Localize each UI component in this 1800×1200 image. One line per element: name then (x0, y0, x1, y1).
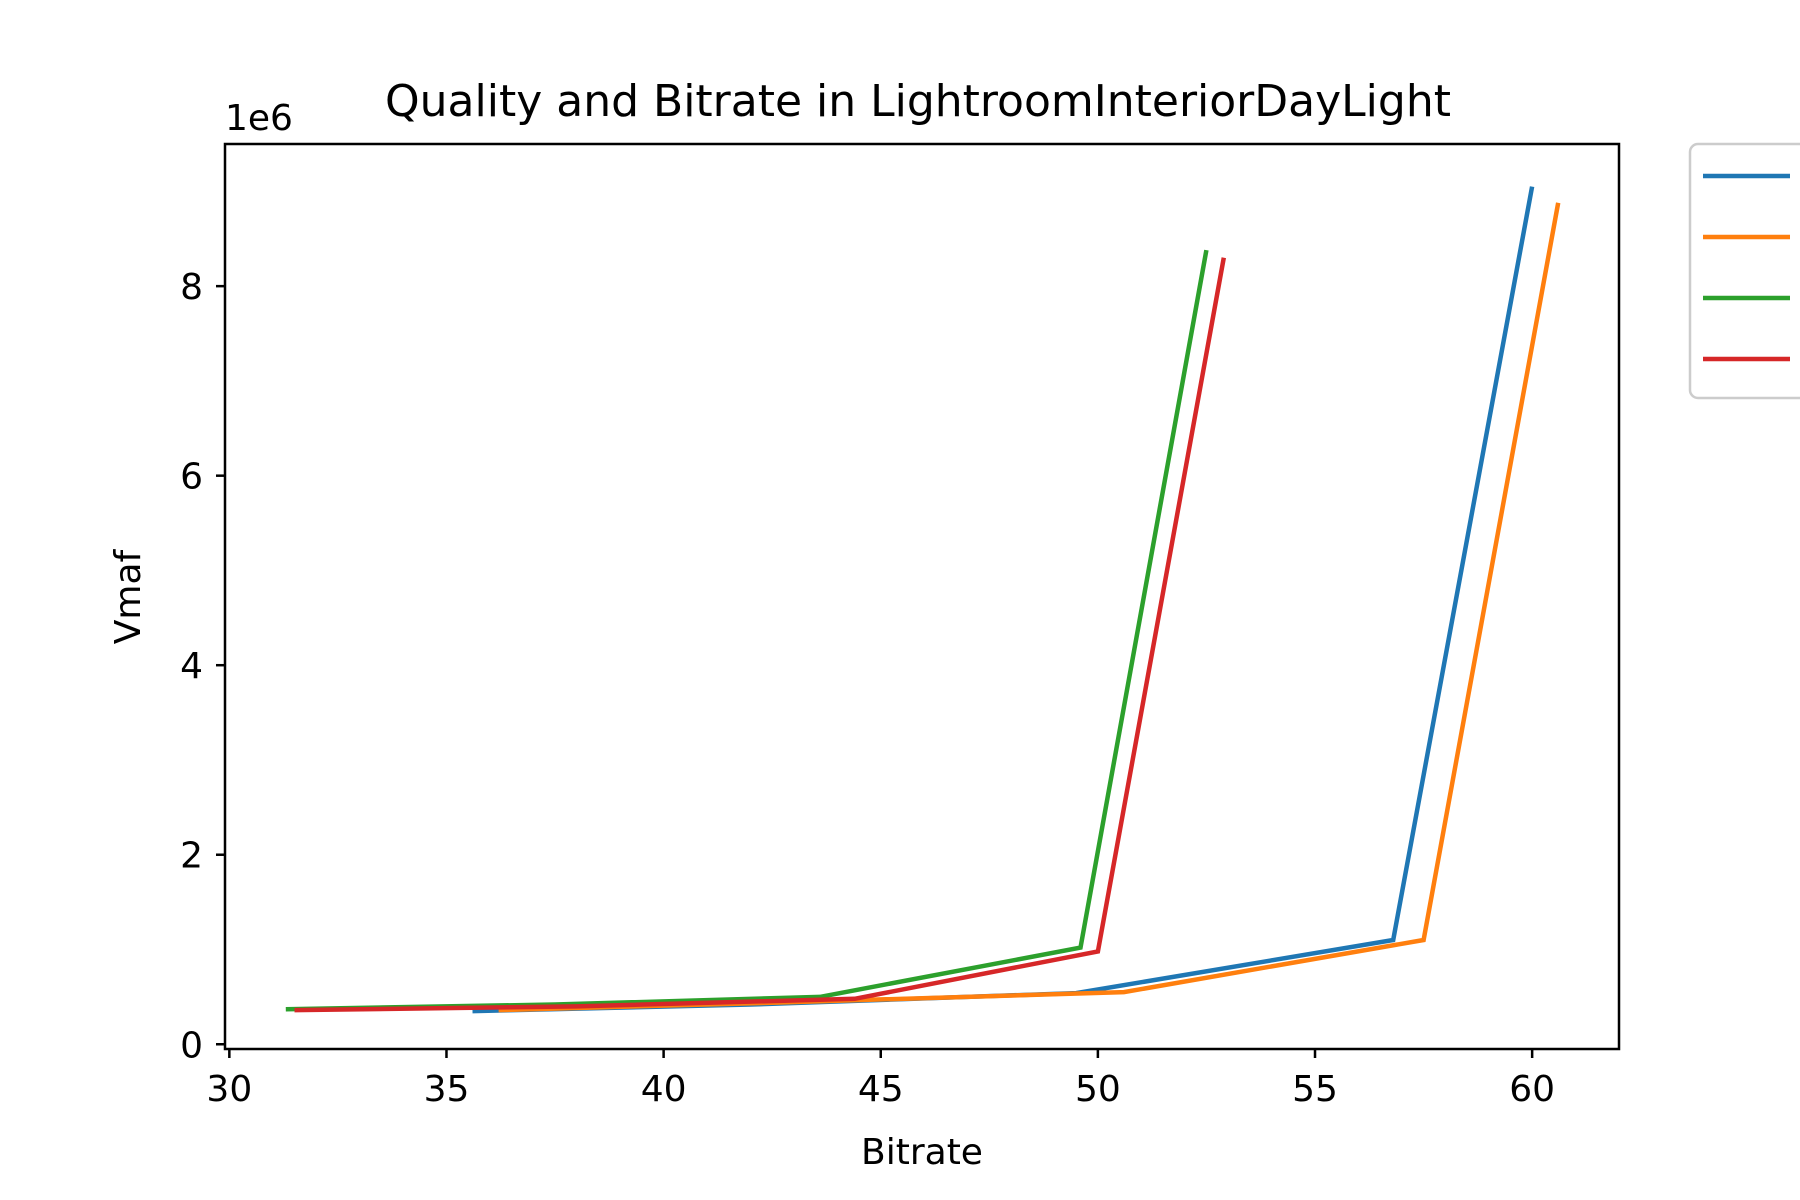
y-offset-label: 1e6 (225, 98, 293, 139)
y-axis-label: Vmaf (108, 548, 149, 644)
x-tick-label: 35 (424, 1069, 470, 1110)
legend (1688, 142, 1800, 400)
y-tick-label: 4 (180, 646, 203, 687)
legend-box (1688, 142, 1800, 400)
y-tick-label: 0 (180, 1025, 203, 1066)
x-axis: 30 35 40 45 50 55 60 (206, 1049, 1555, 1110)
plot-frame (223, 142, 1621, 1051)
series-group (285, 186, 1561, 1014)
series-line-3 (285, 249, 1209, 1012)
x-tick-label: 50 (1075, 1069, 1121, 1110)
plot-area (223, 142, 1621, 1051)
x-tick-label: 45 (858, 1069, 904, 1110)
y-tick-label: 8 (180, 267, 203, 308)
series-line-4 (294, 257, 1227, 1013)
chart-title: Quality and Bitrate in LightroomInterior… (385, 76, 1451, 127)
series-line-2 (498, 202, 1561, 1013)
y-tick-label: 2 (180, 836, 203, 877)
y-tick-label: 6 (180, 457, 203, 498)
y-axis: 0 2 4 6 8 (180, 267, 225, 1066)
series-line-1 (472, 186, 1535, 1014)
x-tick-label: 40 (641, 1069, 687, 1110)
x-axis-label: Bitrate (861, 1132, 983, 1173)
x-tick-label: 30 (206, 1069, 252, 1110)
x-tick-label: 55 (1292, 1069, 1338, 1110)
x-tick-label: 60 (1509, 1069, 1555, 1110)
